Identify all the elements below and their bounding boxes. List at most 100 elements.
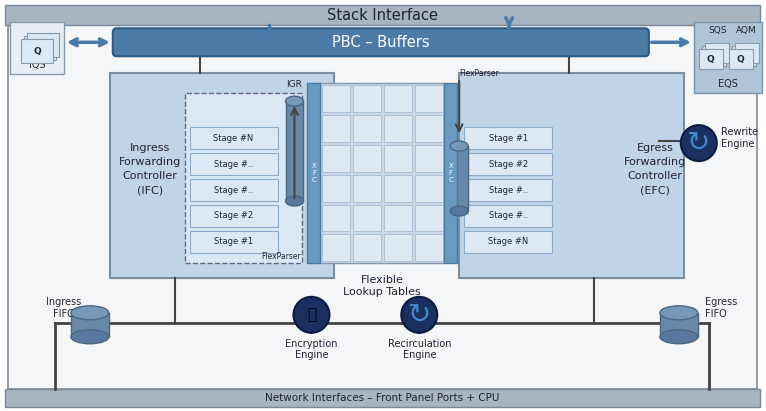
FancyBboxPatch shape xyxy=(113,28,649,56)
Bar xyxy=(8,25,757,389)
Text: Ingress
Forwarding
Controller
(IFC): Ingress Forwarding Controller (IFC) xyxy=(119,143,181,195)
Bar xyxy=(322,145,350,171)
Ellipse shape xyxy=(450,206,468,216)
Bar xyxy=(464,153,552,175)
Text: FlexParser: FlexParser xyxy=(459,69,499,78)
Bar xyxy=(464,205,552,227)
Text: Stage #..: Stage #.. xyxy=(214,185,253,194)
Bar xyxy=(322,234,350,261)
Text: Stage #1: Stage #1 xyxy=(214,238,253,247)
Text: X
F
C: X F C xyxy=(312,163,316,183)
Bar xyxy=(190,153,277,175)
Text: Stage #..: Stage #.. xyxy=(489,212,528,220)
Bar xyxy=(353,234,381,261)
Bar xyxy=(322,85,350,112)
Bar xyxy=(110,73,335,278)
Bar xyxy=(414,175,443,201)
Text: FlexParser: FlexParser xyxy=(262,252,302,261)
Text: Stack Interface: Stack Interface xyxy=(327,8,438,23)
Bar xyxy=(694,22,761,93)
Bar xyxy=(190,127,277,149)
Ellipse shape xyxy=(286,96,303,106)
Text: Encryption
Engine: Encryption Engine xyxy=(285,339,338,360)
Bar xyxy=(71,313,109,337)
Circle shape xyxy=(401,297,437,333)
Bar xyxy=(705,43,728,63)
Ellipse shape xyxy=(71,330,109,344)
Bar xyxy=(732,46,756,66)
Bar xyxy=(414,85,443,112)
Bar xyxy=(190,205,277,227)
Bar xyxy=(353,115,381,142)
Bar xyxy=(384,85,412,112)
Text: 🔒: 🔒 xyxy=(307,307,316,322)
Bar xyxy=(322,175,350,201)
Text: SQS: SQS xyxy=(709,26,727,35)
Bar xyxy=(464,127,552,149)
Bar xyxy=(24,36,56,60)
Bar xyxy=(322,205,350,231)
Bar xyxy=(414,145,443,171)
Text: Egress
Forwarding
Controller
(EFC): Egress Forwarding Controller (EFC) xyxy=(624,143,686,195)
FancyBboxPatch shape xyxy=(185,93,303,263)
Bar xyxy=(286,101,303,201)
Bar xyxy=(735,43,758,63)
Bar xyxy=(5,389,760,406)
Text: Network Interfaces – Front Panel Ports + CPU: Network Interfaces – Front Panel Ports +… xyxy=(265,393,499,403)
Text: IGR: IGR xyxy=(286,80,303,89)
Text: Stage #2: Stage #2 xyxy=(214,212,253,220)
Bar xyxy=(353,175,381,201)
Bar xyxy=(459,73,684,278)
Text: EQS: EQS xyxy=(718,79,738,89)
Bar xyxy=(414,234,443,261)
Text: Stage #N: Stage #N xyxy=(214,134,254,143)
Text: Stage #..: Stage #.. xyxy=(214,159,253,169)
Bar xyxy=(464,179,552,201)
Bar xyxy=(353,205,381,231)
Bar xyxy=(21,39,53,63)
Bar xyxy=(464,231,552,253)
Bar xyxy=(353,85,381,112)
Bar xyxy=(27,33,59,57)
Text: Rewrite
Engine: Rewrite Engine xyxy=(721,127,758,149)
Bar xyxy=(10,22,64,74)
Ellipse shape xyxy=(660,306,698,320)
Text: Q: Q xyxy=(707,55,715,64)
Text: AQM: AQM xyxy=(735,26,757,35)
Bar xyxy=(728,49,753,69)
Bar xyxy=(322,115,350,142)
Bar xyxy=(190,231,277,253)
Bar xyxy=(414,205,443,231)
Text: ↻: ↻ xyxy=(687,129,710,157)
Bar xyxy=(320,83,444,263)
Bar xyxy=(384,234,412,261)
Circle shape xyxy=(681,125,717,161)
Text: Stage #N: Stage #N xyxy=(488,238,529,247)
Text: Recirculation
Engine: Recirculation Engine xyxy=(388,339,451,360)
Bar xyxy=(702,46,725,66)
Bar xyxy=(384,175,412,201)
Text: X
F
C: X F C xyxy=(448,163,453,183)
Bar xyxy=(450,146,468,211)
Text: Q: Q xyxy=(737,55,745,64)
Text: EGR: EGR xyxy=(450,207,469,216)
Bar xyxy=(699,49,723,69)
Text: Flexible
Lookup Tables: Flexible Lookup Tables xyxy=(343,275,421,297)
Text: Ingress
FIFO: Ingress FIFO xyxy=(46,297,81,319)
Bar xyxy=(5,5,760,25)
Text: Q: Q xyxy=(33,47,41,56)
Ellipse shape xyxy=(286,196,303,206)
Text: Egress
FIFO: Egress FIFO xyxy=(705,297,737,319)
Text: Stage #1: Stage #1 xyxy=(489,134,528,143)
Bar xyxy=(307,83,320,263)
Bar xyxy=(384,115,412,142)
Bar xyxy=(190,179,277,201)
Text: ↻: ↻ xyxy=(408,301,431,329)
Ellipse shape xyxy=(660,330,698,344)
Text: Stage #..: Stage #.. xyxy=(489,185,528,194)
Text: IQS: IQS xyxy=(28,60,45,70)
Bar xyxy=(384,145,412,171)
Circle shape xyxy=(293,297,329,333)
Text: Stage #2: Stage #2 xyxy=(489,159,528,169)
Ellipse shape xyxy=(71,306,109,320)
